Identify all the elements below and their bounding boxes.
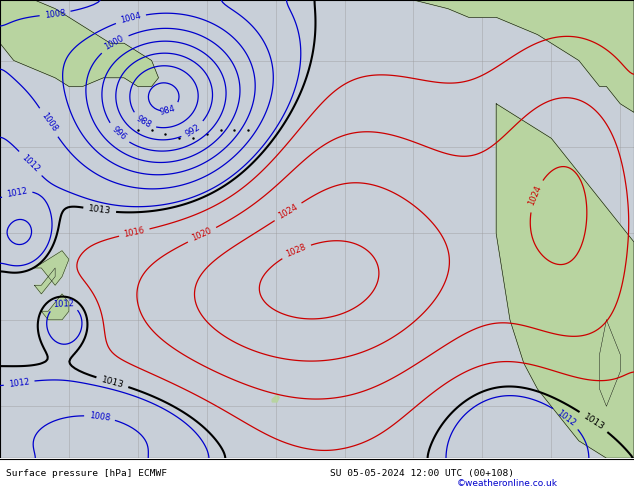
Text: 1000: 1000: [103, 34, 126, 52]
Text: 1013: 1013: [100, 375, 125, 390]
Text: 1013: 1013: [581, 412, 606, 432]
Text: ©weatheronline.co.uk: ©weatheronline.co.uk: [456, 479, 557, 488]
Polygon shape: [496, 104, 634, 458]
Text: 1020: 1020: [191, 226, 214, 243]
Text: Surface pressure [hPa] ECMWF: Surface pressure [hPa] ECMWF: [6, 469, 167, 478]
Polygon shape: [0, 0, 158, 86]
Text: 1012: 1012: [555, 408, 578, 428]
Text: 996: 996: [110, 125, 127, 142]
Polygon shape: [600, 320, 620, 406]
Text: 1024: 1024: [527, 184, 543, 207]
Text: 1012: 1012: [20, 153, 41, 174]
Text: 1013: 1013: [87, 204, 112, 216]
Text: 1008: 1008: [39, 111, 58, 134]
Text: 1028: 1028: [285, 243, 307, 259]
Text: 992: 992: [184, 122, 202, 138]
Text: 1024: 1024: [276, 203, 299, 221]
Text: 1004: 1004: [119, 11, 142, 25]
Text: 1012: 1012: [53, 299, 74, 309]
Polygon shape: [34, 268, 55, 294]
Text: 988: 988: [135, 114, 153, 130]
Text: 1012: 1012: [8, 377, 30, 389]
Text: 1016: 1016: [123, 226, 146, 239]
Polygon shape: [344, 0, 634, 112]
Text: 984: 984: [158, 104, 176, 117]
Text: SU 05-05-2024 12:00 UTC (00+108): SU 05-05-2024 12:00 UTC (00+108): [330, 469, 514, 478]
Polygon shape: [272, 395, 279, 402]
Polygon shape: [34, 251, 69, 285]
Text: 1008: 1008: [89, 411, 111, 423]
Polygon shape: [41, 294, 69, 320]
Text: 1012: 1012: [6, 186, 28, 199]
Text: 1008: 1008: [44, 8, 66, 20]
